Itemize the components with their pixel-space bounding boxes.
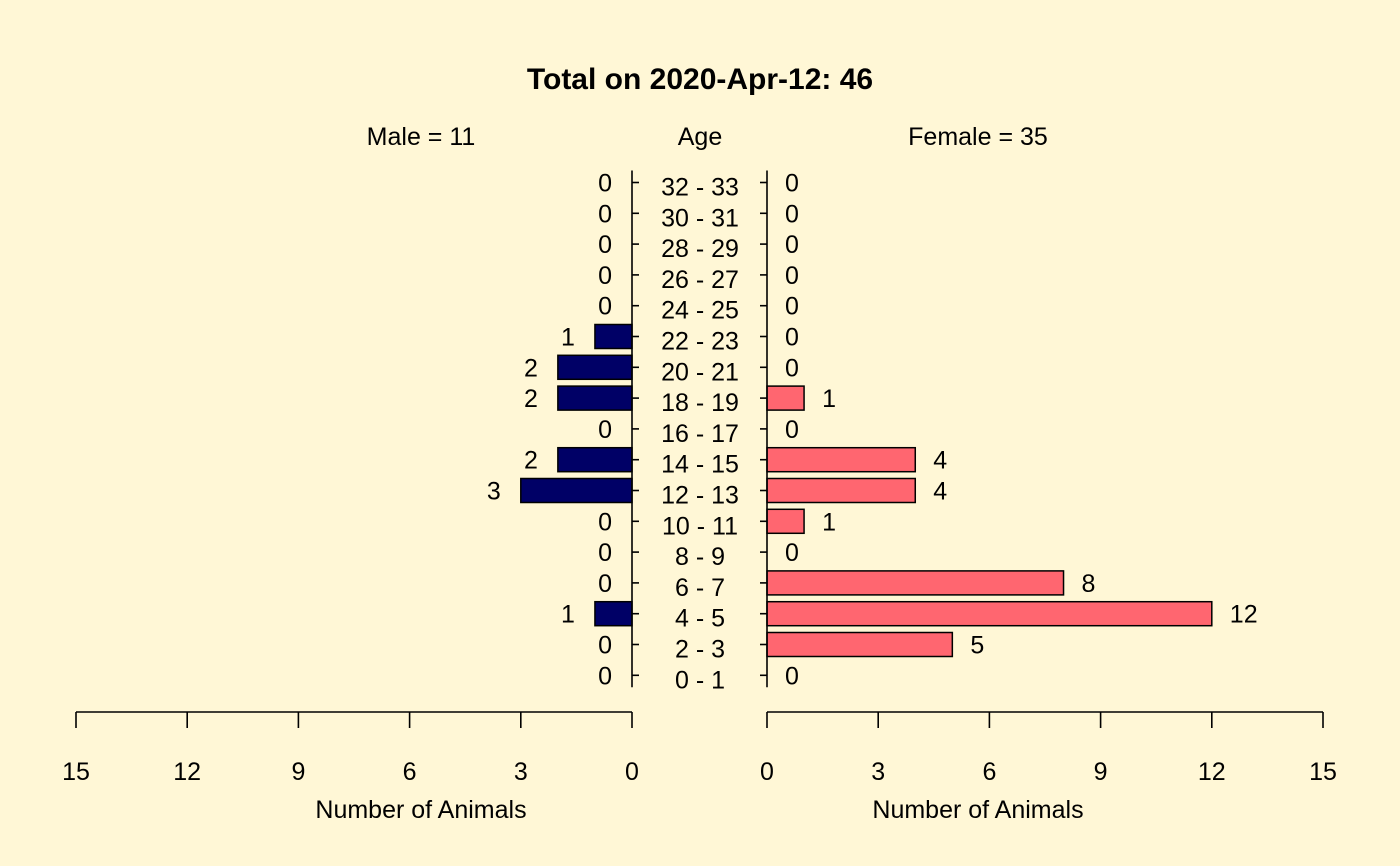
female-value-label: 12: [1230, 601, 1258, 629]
age-label: 10 - 11: [662, 512, 738, 540]
female-bar: [766, 631, 954, 658]
male-bar: [557, 446, 633, 473]
male-bar: [557, 354, 633, 381]
male-value-label: 2: [524, 447, 538, 475]
female-value-label: 0: [785, 231, 799, 259]
male-value-label: 0: [598, 262, 612, 290]
right-x-tick-label: 12: [1198, 758, 1226, 786]
male-value-label: 0: [598, 416, 612, 444]
right-x-tick-label: 15: [1309, 758, 1337, 786]
age-label: 6 - 7: [675, 574, 725, 602]
age-label: 12 - 13: [661, 482, 739, 510]
left-x-tick-label: 6: [403, 758, 417, 786]
age-label: 8 - 9: [675, 543, 725, 571]
female-bar: [766, 600, 1213, 627]
male-value-label: 0: [598, 200, 612, 228]
right-x-tick-label: 0: [760, 758, 774, 786]
female-value-label: 0: [785, 539, 799, 567]
male-value-label: 0: [598, 539, 612, 567]
female-value-label: 0: [785, 293, 799, 321]
female-value-label: 4: [933, 447, 947, 475]
age-label: 30 - 31: [661, 204, 739, 232]
left-x-axis-label: Number of Animals: [315, 796, 526, 824]
male-value-label: 1: [561, 601, 575, 629]
count-axes: 0 0 3 3 6 6 9 9 12 12 15 15: [62, 711, 1337, 786]
age-label: 22 - 23: [661, 328, 739, 356]
female-bar: [766, 446, 917, 473]
male-value-label: 0: [598, 662, 612, 690]
right-x-tick-label: 9: [1094, 758, 1108, 786]
female-value-label: 1: [822, 508, 836, 536]
male-bar: [520, 477, 633, 504]
male-value-label: 0: [598, 170, 612, 198]
male-value-label: 0: [598, 508, 612, 536]
age-label: 32 - 33: [661, 174, 739, 202]
male-header: Male = 11: [367, 123, 476, 151]
male-value-label: 1: [561, 324, 575, 352]
age-header: Age: [678, 123, 722, 151]
male-value-label: 0: [598, 231, 612, 259]
male-value-label: 2: [524, 385, 538, 413]
female-value-label: 0: [785, 324, 799, 352]
male-value-label: 0: [598, 293, 612, 321]
age-label: 4 - 5: [675, 605, 725, 633]
age-label: 18 - 19: [661, 389, 739, 417]
female-value-label: 0: [785, 200, 799, 228]
age-label: 14 - 15: [661, 451, 739, 479]
female-bar: [766, 508, 805, 535]
age-label: 26 - 27: [661, 266, 739, 294]
female-value-label: 0: [785, 354, 799, 382]
age-label: 0 - 1: [675, 666, 725, 694]
left-x-tick-label: 3: [514, 758, 528, 786]
left-x-tick-label: 12: [173, 758, 201, 786]
male-bar: [594, 323, 633, 350]
age-label: 16 - 17: [661, 420, 739, 448]
female-bar: [766, 570, 1065, 596]
left-x-tick-label: 9: [291, 758, 305, 786]
left-x-tick-label: 0: [625, 758, 639, 786]
female-bar: [766, 477, 917, 504]
male-value-label: 0: [598, 632, 612, 660]
male-value-label: 3: [487, 478, 501, 506]
age-label: 2 - 3: [675, 636, 725, 664]
male-value-label: 0: [598, 570, 612, 598]
age-label: 24 - 25: [661, 297, 739, 325]
female-value-label: 1: [822, 385, 836, 413]
right-x-tick-label: 6: [982, 758, 996, 786]
male-value-label: 2: [524, 354, 538, 382]
female-value-label: 5: [970, 632, 984, 660]
female-value-label: 8: [1082, 570, 1096, 598]
female-header: Female = 35: [908, 123, 1048, 151]
age-label: 20 - 21: [661, 358, 739, 386]
female-value-label: 0: [785, 170, 799, 198]
age-label: 28 - 29: [661, 235, 739, 263]
female-value-label: 0: [785, 416, 799, 444]
female-value-label: 0: [785, 262, 799, 290]
chart-title: Total on 2020-Apr-12: 46: [527, 63, 873, 96]
right-x-axis-label: Number of Animals: [872, 796, 1083, 824]
right-x-tick-label: 3: [871, 758, 885, 786]
male-bar: [557, 385, 633, 411]
female-value-label: 4: [933, 478, 947, 506]
left-x-tick-label: 15: [62, 758, 90, 786]
female-value-label: 0: [785, 662, 799, 690]
male-bar: [594, 600, 633, 627]
female-bar: [766, 385, 805, 411]
